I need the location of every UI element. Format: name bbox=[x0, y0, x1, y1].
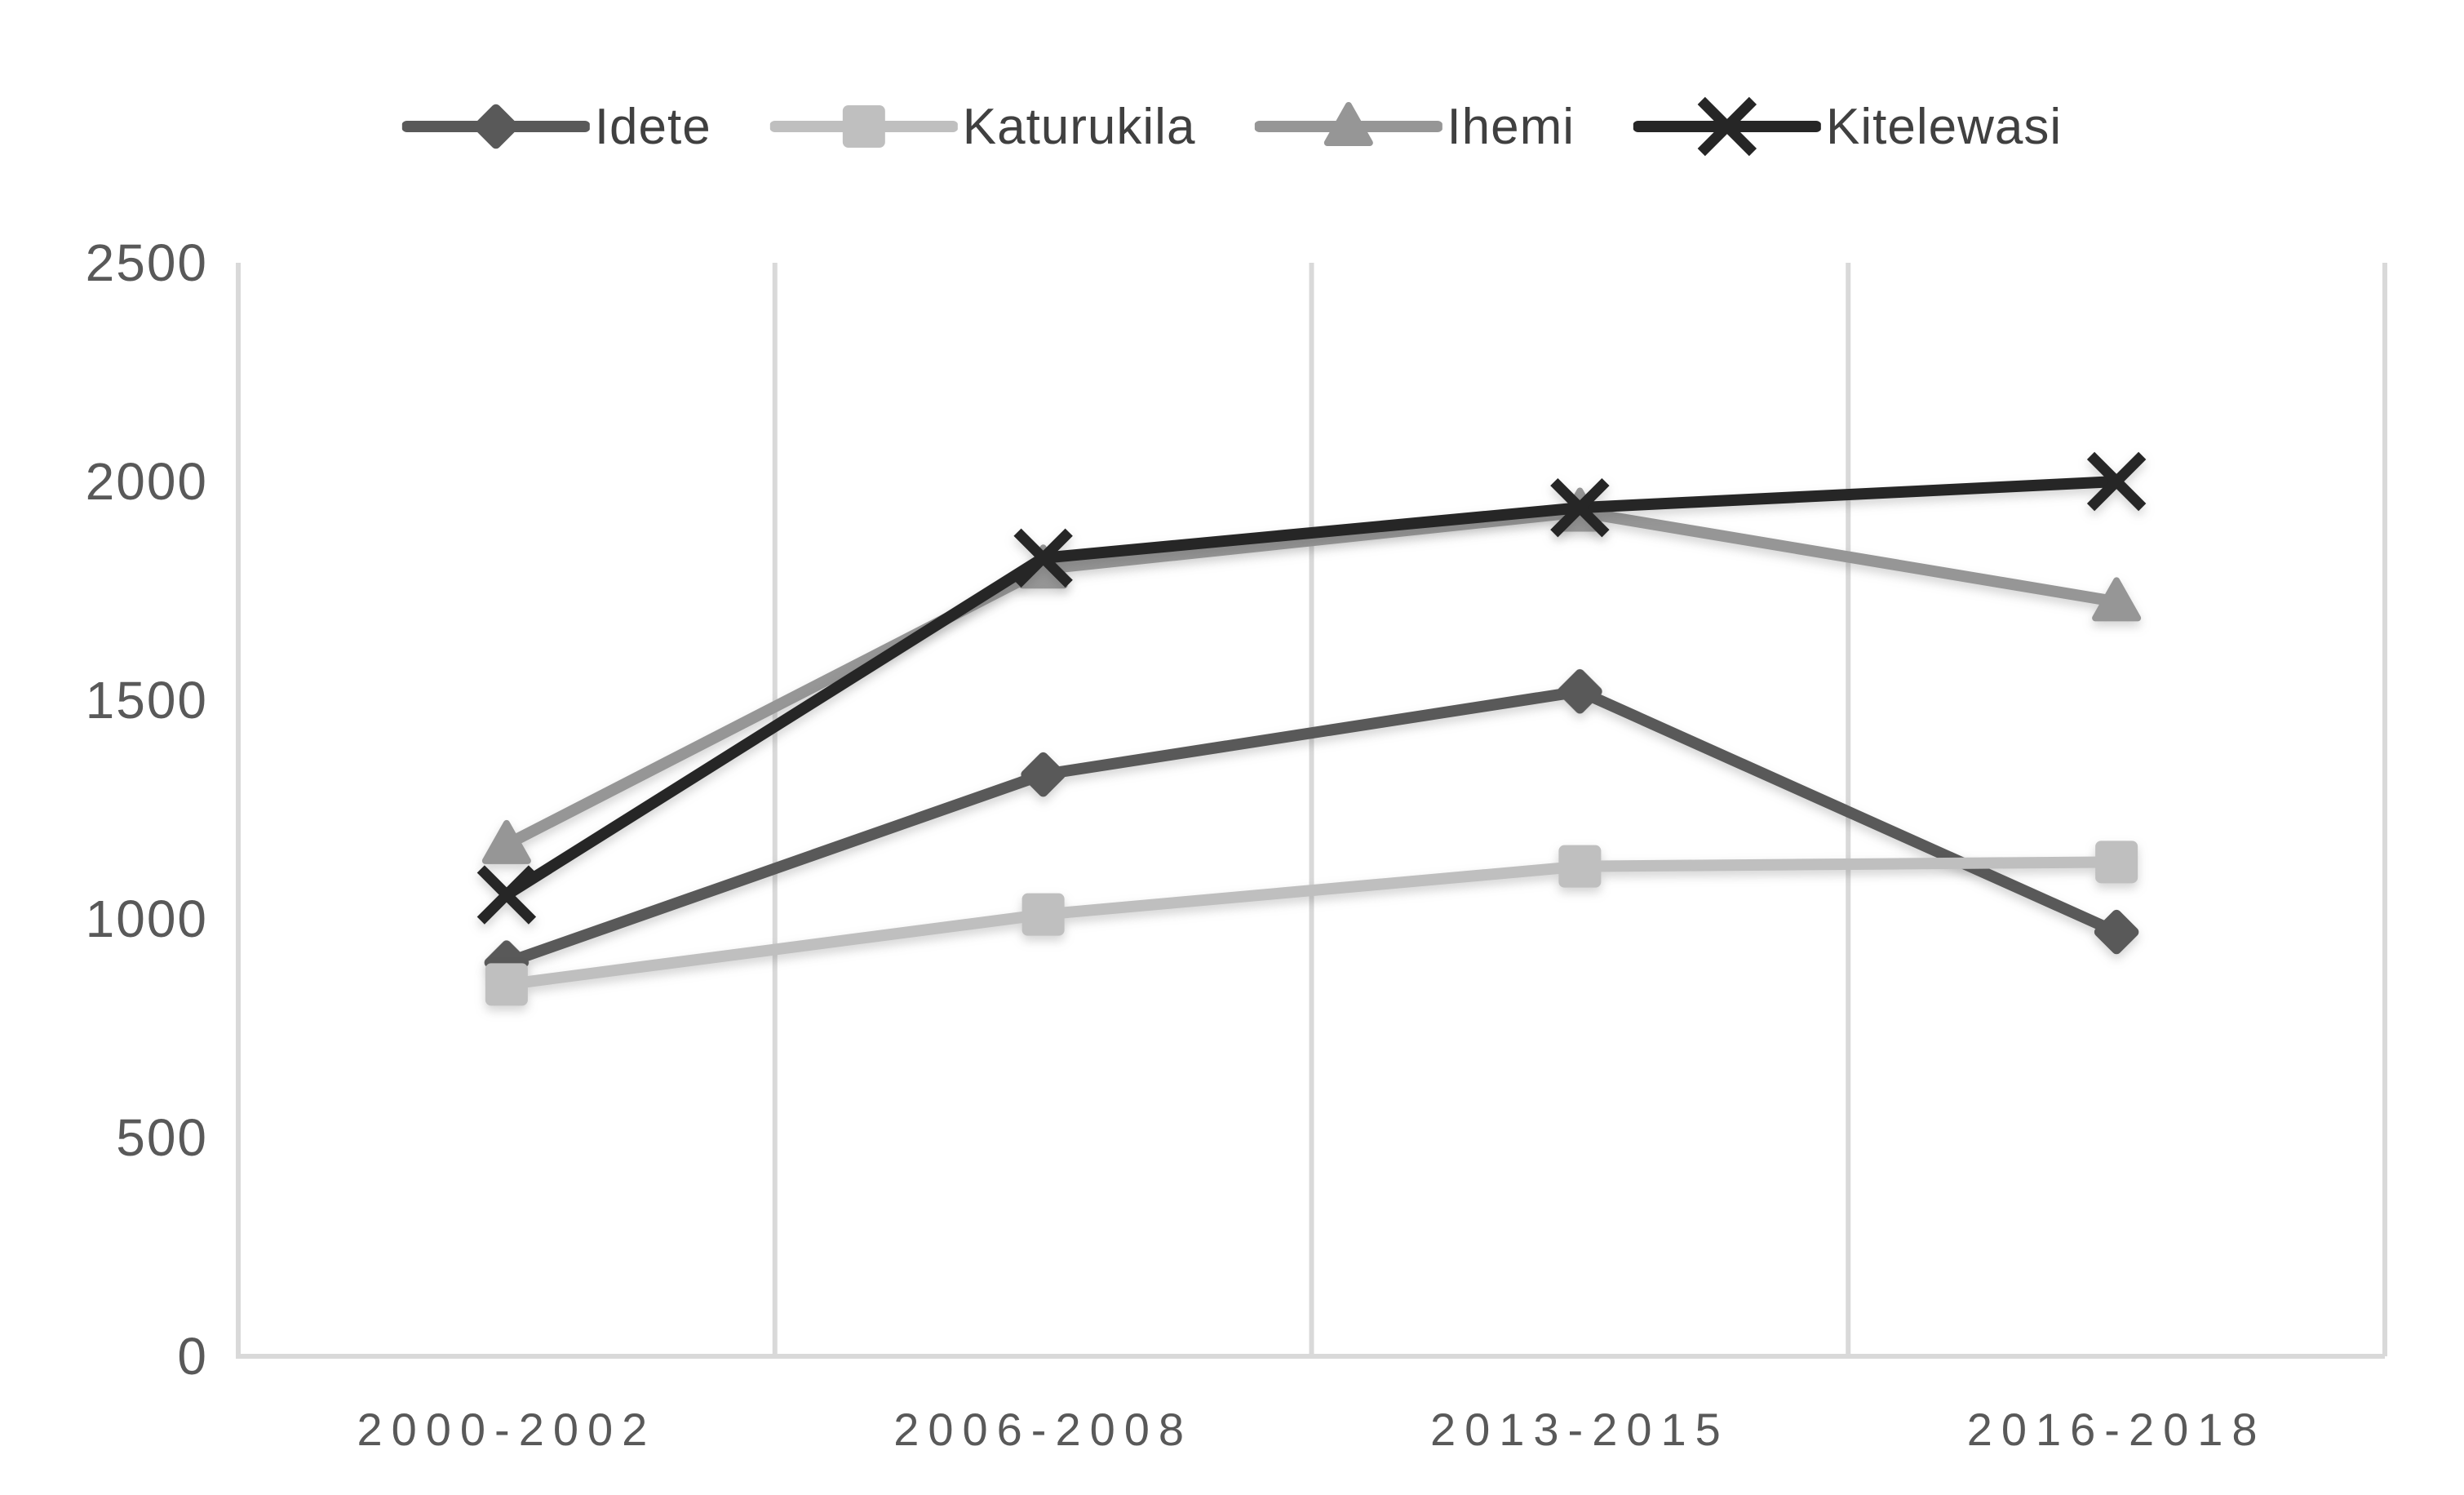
series-line-idete bbox=[500, 685, 2123, 969]
marker-kitelewasi-0 bbox=[476, 865, 537, 925]
series-line-ihemi bbox=[500, 506, 2123, 850]
marker-kitelewasi-1 bbox=[1013, 528, 1073, 588]
series-kitelewasi bbox=[476, 451, 2147, 925]
legend-marker-square-icon bbox=[842, 105, 885, 148]
legend-key-x-icon bbox=[1633, 96, 1822, 157]
series-katurukila bbox=[485, 841, 2138, 1006]
legend-item-ihemi: Ihemi bbox=[1254, 90, 1575, 163]
y-tick-label: 0 bbox=[177, 1327, 208, 1386]
y-tick-label: 2000 bbox=[85, 452, 208, 511]
legend-key-square-icon bbox=[769, 105, 958, 148]
y-tick-label: 1500 bbox=[85, 671, 208, 730]
legend-item-idete: Idete bbox=[401, 90, 711, 163]
marker-ihemi-0 bbox=[481, 819, 531, 864]
legend-label: Idete bbox=[594, 98, 711, 155]
marker-katurukila-0 bbox=[485, 963, 528, 1006]
marker-katurukila-1 bbox=[1021, 893, 1065, 936]
marker-kitelewasi-3 bbox=[2086, 451, 2147, 512]
legend-item-kitelewasi: Kitelewasi bbox=[1633, 90, 2062, 163]
y-tick-label: 500 bbox=[116, 1108, 208, 1167]
y-tick-label: 2500 bbox=[85, 233, 208, 292]
legend-marker-triangle-icon bbox=[1323, 102, 1373, 146]
legend-marker-diamond-icon bbox=[473, 104, 519, 149]
legend-marker-x-icon bbox=[1697, 96, 1757, 157]
legend-label: Kitelewasi bbox=[1826, 98, 2063, 155]
marker-idete-1 bbox=[1021, 752, 1066, 797]
marker-ihemi-3 bbox=[2092, 577, 2142, 622]
legend-label: Ihemi bbox=[1447, 98, 1575, 155]
legend-key-diamond-icon bbox=[401, 104, 590, 149]
x-tick-label: 2000-2002 bbox=[357, 1404, 657, 1455]
series-line-katurukila bbox=[500, 856, 2123, 991]
x-tick-label: 2013-2015 bbox=[1429, 1404, 1730, 1455]
x-tick-label: 2016-2018 bbox=[1966, 1404, 2267, 1455]
legend-key-triangle-icon bbox=[1254, 102, 1443, 146]
chart-legend: Idete Katurukila Ihemi Kitelewasi bbox=[401, 90, 2062, 163]
series-idete bbox=[484, 669, 2139, 985]
y-tick-label: 1000 bbox=[85, 889, 208, 948]
marker-idete-3 bbox=[2094, 909, 2139, 955]
marker-katurukila-3 bbox=[2095, 841, 2138, 884]
marker-idete-2 bbox=[1558, 669, 1602, 714]
legend-label: Katurukila bbox=[962, 98, 1196, 155]
legend-item-katurukila: Katurukila bbox=[769, 90, 1196, 163]
series-line-kitelewasi bbox=[500, 476, 2123, 901]
x-tick-label: 2006-2008 bbox=[893, 1404, 1194, 1455]
marker-kitelewasi-2 bbox=[1550, 477, 1610, 538]
marker-katurukila-2 bbox=[1558, 845, 1602, 888]
